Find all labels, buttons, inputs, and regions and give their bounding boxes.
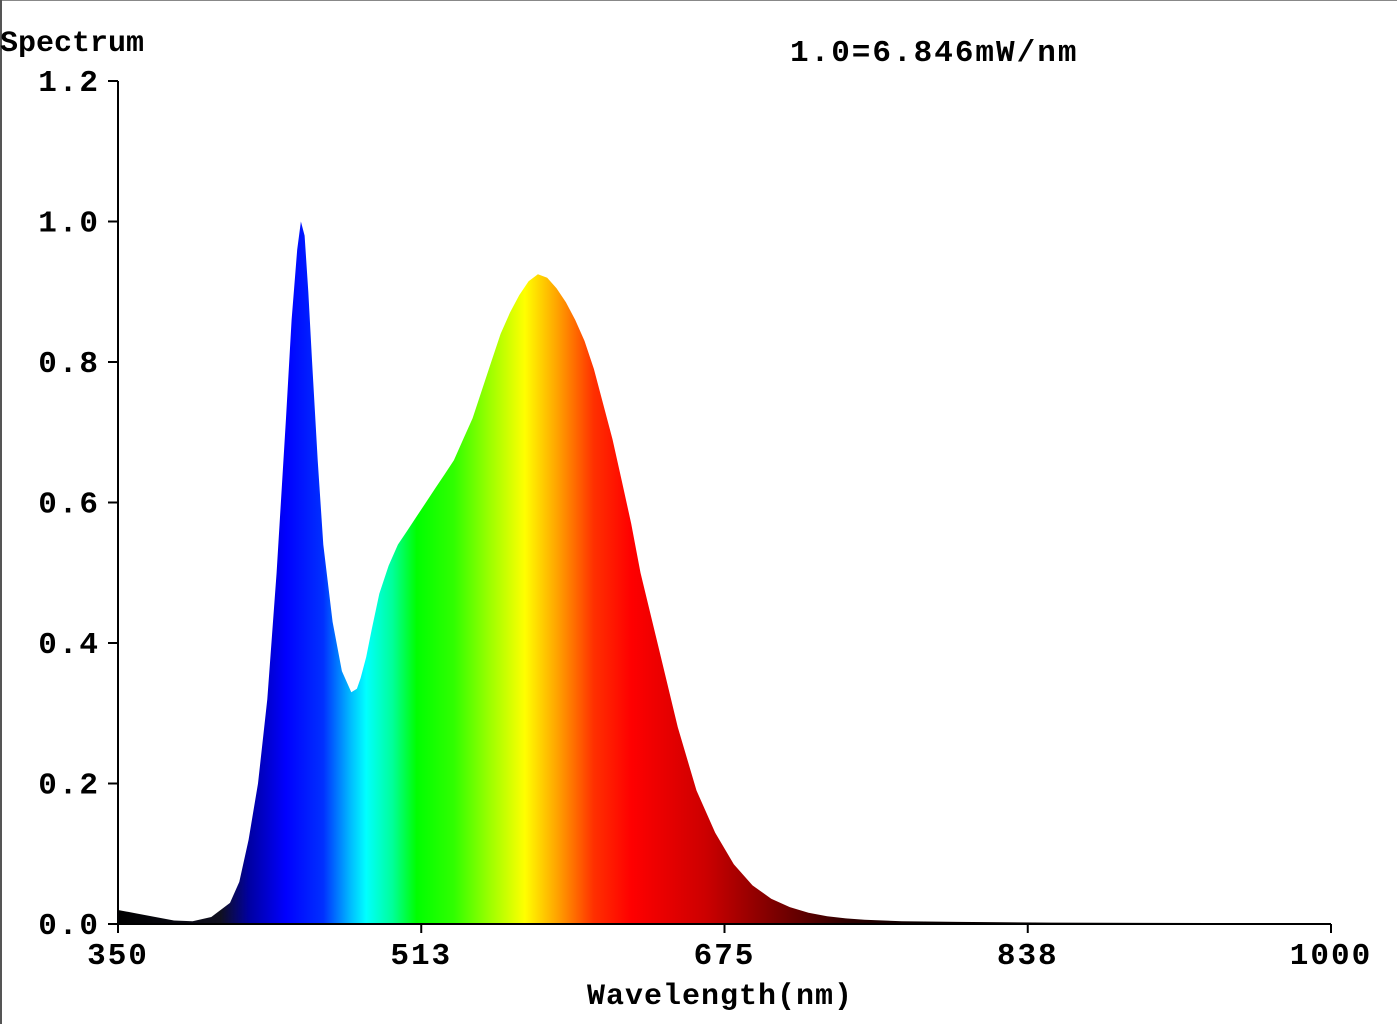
y-tick-label: 1.0	[38, 207, 100, 242]
x-tick-label: 1000	[1290, 939, 1372, 974]
x-axis-ticks: 350 513 675 838 1000	[87, 924, 1372, 974]
y-tick-label: 0.4	[38, 628, 100, 663]
y-tick-label: 0.2	[38, 769, 100, 804]
x-tick-label: 513	[390, 939, 452, 974]
x-tick-label: 350	[87, 939, 149, 974]
scale-annotation: 1.0=6.846mW/nm	[790, 36, 1078, 71]
y-tick-label: 1.2	[38, 66, 100, 101]
y-axis-ticks: 0.0 0.2 0.4 0.6 0.8 1.0 1.2	[38, 66, 118, 944]
y-tick-label: 0.8	[38, 347, 100, 382]
x-axis-label: Wavelength(nm)	[587, 980, 853, 1014]
x-tick-label: 838	[997, 939, 1059, 974]
x-tick-label: 675	[694, 939, 756, 974]
y-tick-label: 0.6	[38, 488, 100, 523]
spectrum-area	[118, 221, 1331, 924]
chart-title: Spectrum	[0, 27, 144, 61]
y-tick-label: 0.0	[38, 909, 100, 944]
